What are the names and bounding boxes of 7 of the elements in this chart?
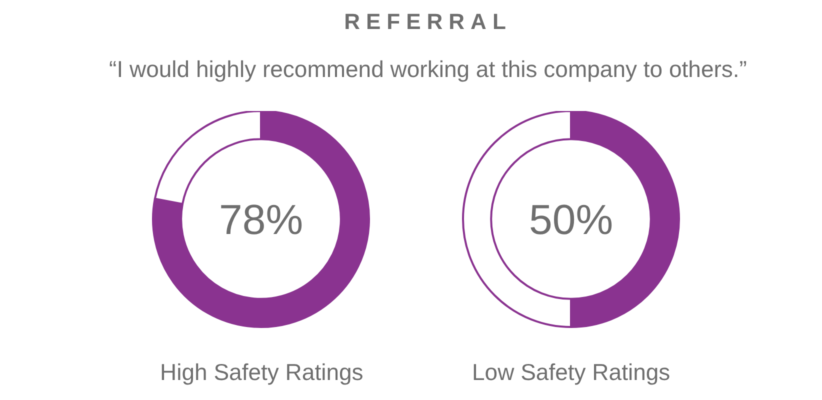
text: REFERRAL	[343, 8, 513, 36]
data-label: 50%	[529, 196, 614, 243]
text: “I would highly recommend working at this company to others.”	[108, 55, 748, 84]
data-label: 78%	[219, 196, 304, 243]
text: High Safety Ratings	[160, 359, 364, 385]
text: Low Safety Ratings	[472, 359, 670, 385]
donut-slice	[152, 111, 370, 328]
